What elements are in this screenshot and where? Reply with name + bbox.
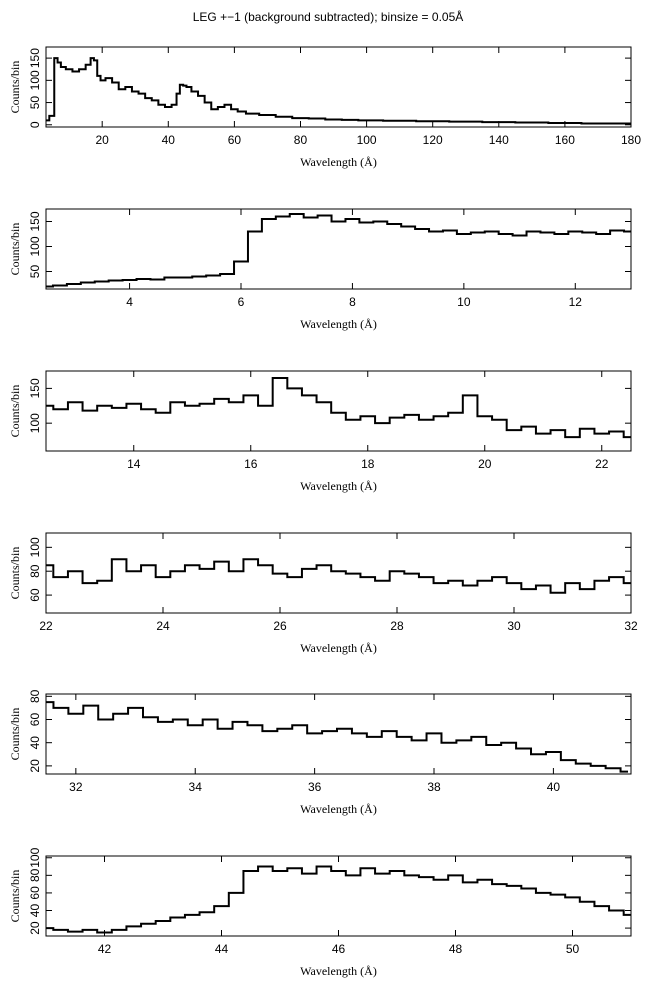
y-tick-label: 40 <box>28 904 42 918</box>
x-tick-label: 6 <box>238 295 245 309</box>
x-tick-label: 20 <box>478 457 492 471</box>
x-tick-label: 14 <box>127 457 141 471</box>
x-tick-label: 44 <box>215 942 229 956</box>
x-tick-label: 40 <box>547 780 561 794</box>
y-tick-label: 40 <box>28 736 42 750</box>
y-tick-label: 50 <box>28 96 42 110</box>
x-tick-label: 80 <box>294 133 308 147</box>
x-tick-label: 18 <box>361 457 375 471</box>
spectrum-line <box>46 865 631 934</box>
spectrum-line <box>46 376 631 439</box>
figure-title: LEG +−1 (background subtracted); binsize… <box>193 9 464 24</box>
x-tick-label: 32 <box>69 780 83 794</box>
plot-frame <box>45 46 632 128</box>
x-tick-label: 28 <box>390 619 404 633</box>
x-tick-label: 180 <box>621 133 641 147</box>
x-tick-label: 46 <box>332 942 346 956</box>
x-axis-label: Wavelength (Å) <box>300 317 377 331</box>
y-tick-label: 60 <box>28 886 42 900</box>
y-tick-label: 100 <box>28 236 42 256</box>
x-tick-label: 20 <box>96 133 110 147</box>
y-tick-label: 150 <box>28 48 42 68</box>
x-axis-label: Wavelength (Å) <box>300 155 377 169</box>
x-tick-label: 32 <box>624 619 638 633</box>
y-tick-label: 60 <box>28 713 42 727</box>
x-tick-label: 4 <box>126 295 133 309</box>
x-axis-label: Wavelength (Å) <box>300 802 377 816</box>
y-tick-label: 100 <box>28 413 42 433</box>
plot-frame <box>45 370 632 452</box>
y-tick-label: 50 <box>28 265 42 279</box>
plot-frame <box>45 855 632 937</box>
x-tick-label: 12 <box>569 295 583 309</box>
x-axis-label: Wavelength (Å) <box>300 964 377 978</box>
x-tick-label: 120 <box>423 133 443 147</box>
x-axis-label: Wavelength (Å) <box>300 479 377 493</box>
x-tick-label: 22 <box>595 457 609 471</box>
y-tick-label: 80 <box>28 689 42 703</box>
y-tick-label: 80 <box>28 564 42 578</box>
y-axis-label: Counts/bin <box>8 547 22 600</box>
y-tick-label: 20 <box>28 921 42 935</box>
plot-frame <box>45 532 632 614</box>
plot-frame <box>45 693 632 775</box>
y-axis-label: Counts/bin <box>8 223 22 276</box>
y-axis-label: Counts/bin <box>8 61 22 114</box>
x-tick-label: 36 <box>308 780 322 794</box>
spectrum-line <box>46 57 631 125</box>
x-tick-label: 22 <box>39 619 53 633</box>
y-tick-label: 0 <box>28 121 42 128</box>
x-tick-label: 10 <box>457 295 471 309</box>
x-tick-label: 26 <box>273 619 287 633</box>
y-tick-label: 60 <box>28 588 42 602</box>
x-tick-label: 34 <box>189 780 203 794</box>
y-tick-label: 150 <box>28 378 42 398</box>
y-tick-label: 100 <box>28 537 42 557</box>
x-tick-label: 160 <box>555 133 575 147</box>
x-tick-label: 8 <box>349 295 356 309</box>
x-tick-label: 38 <box>427 780 441 794</box>
x-tick-label: 140 <box>489 133 509 147</box>
x-tick-label: 60 <box>228 133 242 147</box>
x-tick-label: 40 <box>162 133 176 147</box>
x-tick-label: 42 <box>98 942 112 956</box>
spectrum-line <box>46 558 631 594</box>
y-tick-label: 20 <box>28 759 42 773</box>
x-tick-label: 48 <box>449 942 463 956</box>
spectrum-line <box>46 213 631 288</box>
y-tick-label: 80 <box>28 868 42 882</box>
x-axis-label: Wavelength (Å) <box>300 641 377 655</box>
plot-frame <box>45 208 632 290</box>
y-axis-label: Counts/bin <box>8 385 22 438</box>
y-tick-label: 150 <box>28 211 42 231</box>
y-axis-label: Counts/bin <box>8 708 22 761</box>
spectrum-line <box>46 701 629 773</box>
x-tick-label: 24 <box>156 619 170 633</box>
y-tick-label: 100 <box>28 70 42 90</box>
x-tick-label: 16 <box>244 457 258 471</box>
y-tick-label: 100 <box>28 847 42 867</box>
x-tick-label: 100 <box>357 133 377 147</box>
y-axis-label: Counts/bin <box>8 870 22 923</box>
x-tick-label: 50 <box>566 942 580 956</box>
x-tick-label: 30 <box>507 619 521 633</box>
